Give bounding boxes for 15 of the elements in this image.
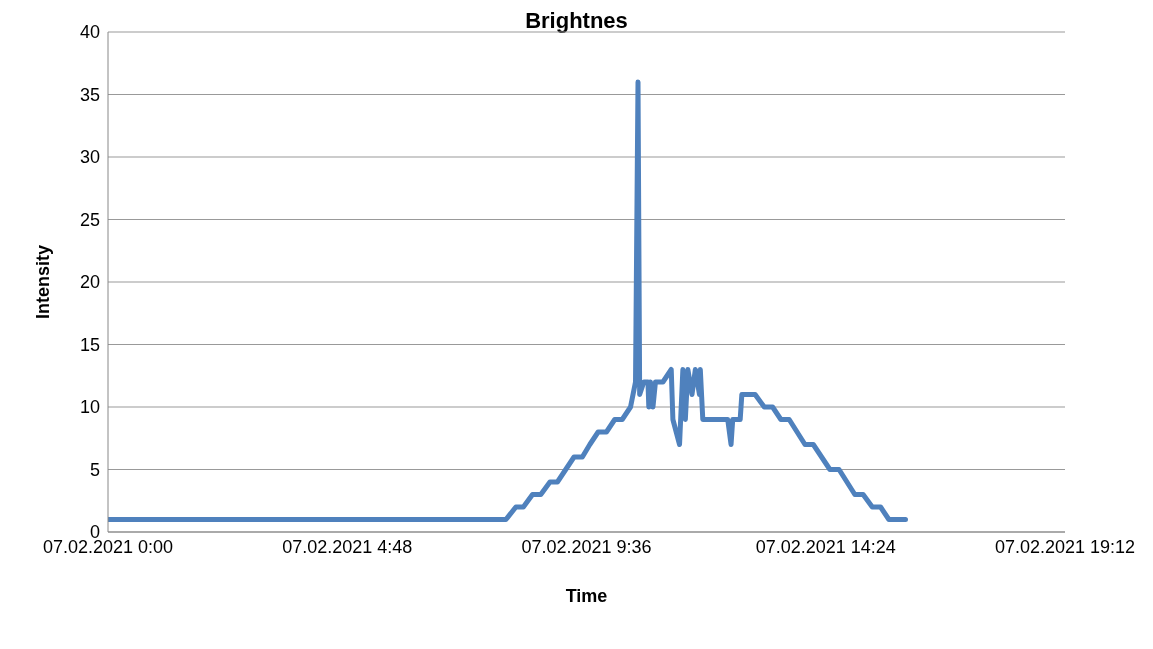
- x-axis-title: Time: [565, 586, 608, 606]
- chart-title: Brightnes: [525, 8, 628, 33]
- y-tick-label: 15: [79, 334, 100, 355]
- y-tick-label: 35: [79, 84, 100, 105]
- x-tick-label: 07.02.2021 19:12: [994, 536, 1136, 557]
- y-tick-label: 20: [79, 272, 100, 293]
- y-axis-title: Intensity: [33, 244, 54, 320]
- x-tick-label: 07.02.2021 9:36: [521, 536, 652, 557]
- y-tick-label: 5: [89, 459, 100, 480]
- y-tick-label: 30: [79, 147, 100, 168]
- x-tick-label: 07.02.2021 4:48: [282, 536, 413, 557]
- y-tick-label: 10: [79, 397, 100, 418]
- x-tick-label: 07.02.2021 14:24: [755, 536, 896, 557]
- y-tick-label: 40: [79, 22, 100, 43]
- y-tick-label: 25: [79, 209, 100, 230]
